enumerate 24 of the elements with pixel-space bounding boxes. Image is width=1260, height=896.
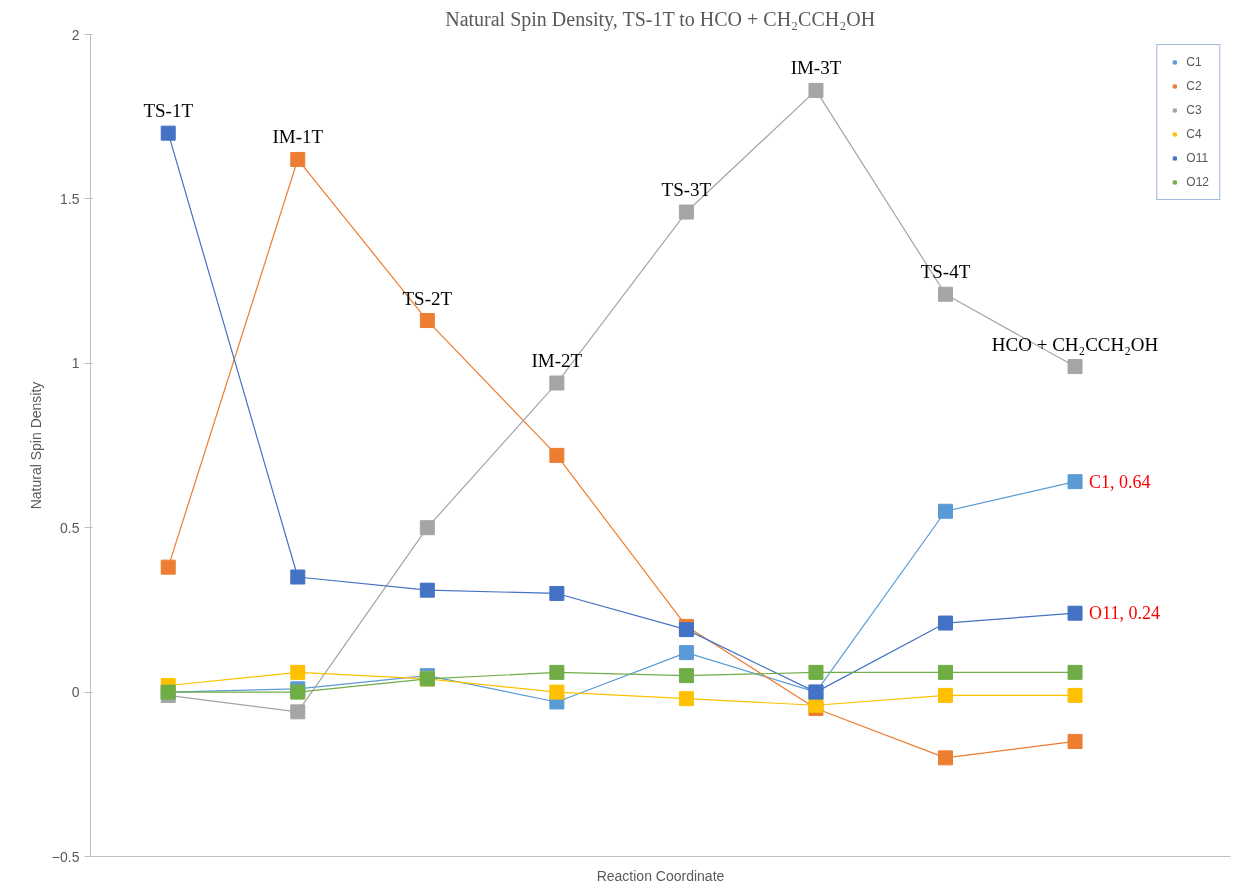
legend-label: C2 bbox=[1186, 79, 1203, 93]
annotation: TS-1T bbox=[143, 100, 194, 122]
y-tick-label: −0.5 bbox=[51, 848, 80, 865]
annotation: TS-4T bbox=[920, 261, 971, 283]
x-axis-title: Reaction Coordinate bbox=[596, 867, 725, 884]
annotation: IM-1T bbox=[272, 126, 324, 148]
y-tick-label: 0.5 bbox=[60, 519, 80, 536]
y-tick-label: 1.5 bbox=[60, 190, 80, 207]
legend-label: C1 bbox=[1186, 55, 1203, 69]
annotation: TS-3T bbox=[661, 179, 712, 201]
data-label: C1, 0.64 bbox=[1089, 471, 1151, 492]
y-tick-label: 0 bbox=[71, 684, 80, 701]
data-label: O11, 0.24 bbox=[1089, 603, 1160, 624]
y-tick-label: 2 bbox=[71, 26, 80, 43]
legend-label: O12 bbox=[1186, 175, 1209, 189]
y-axis-title: Natural Spin Density bbox=[27, 381, 44, 510]
legend-label: O11 bbox=[1186, 151, 1209, 165]
annotation: IM-3T bbox=[790, 57, 842, 79]
chart-title: Natural Spin Density, TS-1T to HCO + CH₂CCH₂OH bbox=[445, 7, 876, 31]
legend-label: C4 bbox=[1186, 127, 1203, 141]
annotation: IM-2T bbox=[531, 350, 583, 372]
annotation: HCO + CH₂CCH₂OH bbox=[991, 333, 1159, 355]
legend-label: C3 bbox=[1186, 103, 1203, 117]
y-tick-label: 1 bbox=[71, 355, 80, 372]
